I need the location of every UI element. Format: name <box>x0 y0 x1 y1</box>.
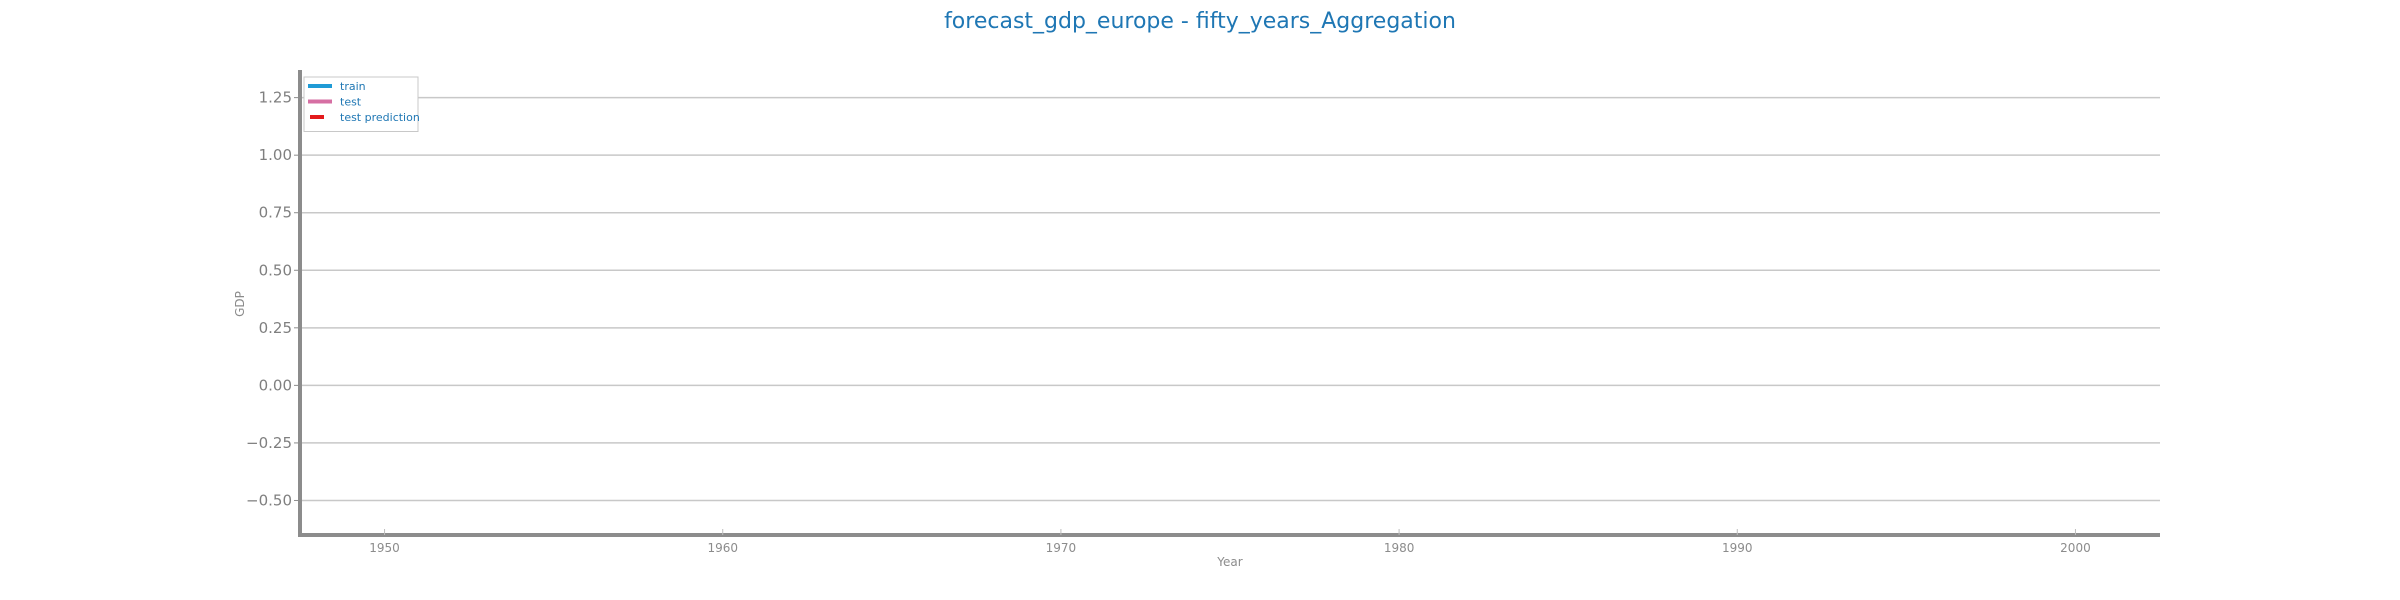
legend: train test test prediction <box>303 76 420 132</box>
legend-item: test <box>308 96 362 109</box>
y-tick-label: 1.25 <box>259 89 292 107</box>
x-tick-label: 1970 <box>1046 541 1077 555</box>
legend-label: test prediction <box>340 111 420 124</box>
x-tick-label: 1980 <box>1384 541 1415 555</box>
y-axis-ticks: −0.50 −0.25 0.00 0.25 0.50 0.75 1.00 1.25 <box>246 89 300 509</box>
axes <box>298 70 2160 537</box>
legend-label: train <box>340 80 366 93</box>
x-tick-label: 1960 <box>707 541 738 555</box>
x-axis-label: Year <box>1216 555 1242 569</box>
y-axis-label: GDP <box>233 291 247 317</box>
y-tick-label: −0.25 <box>246 434 292 452</box>
x-axis-ticks: 1950 1960 1970 1980 1990 2000 <box>369 529 2091 555</box>
y-tick-label: −0.50 <box>246 491 292 509</box>
x-tick-label: 1990 <box>1722 541 1753 555</box>
legend-label: test <box>340 96 362 109</box>
legend-item: test prediction <box>310 111 420 124</box>
x-tick-label: 1950 <box>369 541 400 555</box>
y-tick-label: 0.50 <box>259 261 292 279</box>
y-tick-label: 0.00 <box>259 376 292 394</box>
y-tick-label: 1.00 <box>259 146 292 164</box>
chart-title: forecast_gdp_europe - fifty_years_Aggreg… <box>944 9 1456 34</box>
y-tick-label: 0.25 <box>259 319 292 337</box>
legend-item: train <box>308 80 366 93</box>
x-tick-label: 2000 <box>2060 541 2091 555</box>
grid <box>300 96 2160 502</box>
y-tick-label: 0.75 <box>259 204 292 222</box>
